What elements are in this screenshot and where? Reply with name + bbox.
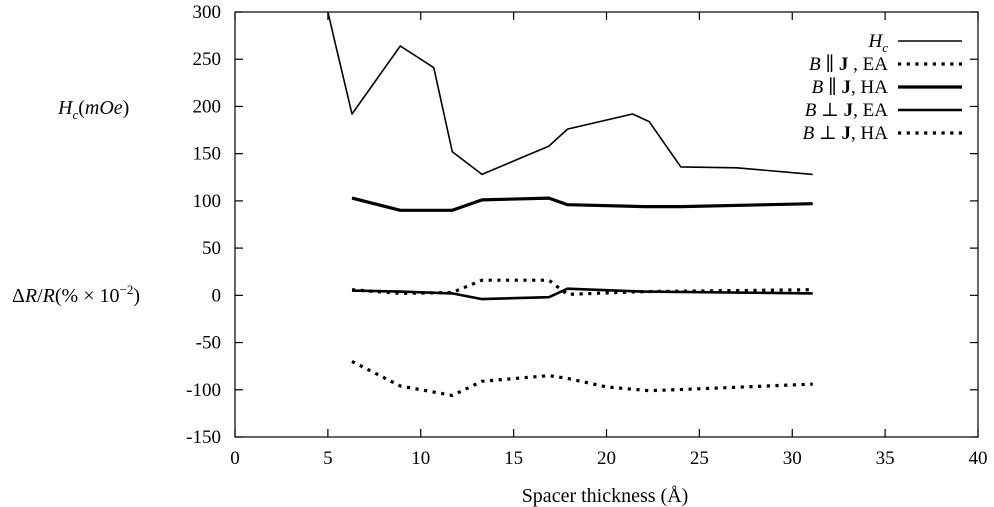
series-line-1: [327, 12, 813, 176]
legend-label: B ∥ J , EA: [809, 54, 888, 75]
x-axis-label: Spacer thickness (Å): [522, 485, 689, 507]
series-line-4: [351, 287, 813, 301]
y-tick-label: 0: [212, 285, 222, 306]
y-tick-label: -100: [186, 380, 221, 401]
series-line-5: [351, 359, 813, 397]
x-tick-label: 40: [969, 448, 988, 469]
legend-label: B ⊥ J, EA: [805, 100, 889, 121]
axis-ticks: 0 5 10 15 20 25 30 35 40 -150 -100 -50 0 50 100 150 200 2…: [186, 2, 987, 469]
x-tick-label: 5: [323, 448, 333, 469]
x-tick-label: 10: [411, 448, 430, 469]
x-tick-label: 30: [783, 448, 802, 469]
x-tick-label: 0: [230, 448, 240, 469]
series-line-3: [351, 196, 813, 212]
y-tick-label: 150: [193, 144, 222, 165]
legend: HcB ∥ J , EAB ∥ J, HAB ⊥ J, EAB ⊥ J, HA: [803, 31, 962, 144]
y-tick-label: 100: [193, 191, 222, 212]
y-tick-label: 200: [193, 96, 222, 117]
y-tick-label: 50: [202, 238, 221, 259]
y-tick-label: -50: [196, 333, 221, 354]
y-axis-label-top: Hc(mOe): [57, 97, 129, 122]
series-lines: [327, 12, 813, 397]
x-tick-label: 35: [876, 448, 895, 469]
series-line-2: [351, 278, 813, 296]
legend-label: Hc: [867, 31, 888, 55]
legend-label: B ∥ J, HA: [812, 77, 889, 98]
plot-frame: [234, 11, 979, 438]
plot-area: [234, 11, 979, 438]
x-tick-label: 20: [597, 448, 616, 469]
x-tick-label: 25: [690, 448, 709, 469]
y-tick-label: 300: [193, 2, 222, 23]
y-axis-label-bottom: ΔR/R(% × 10−2): [12, 282, 140, 307]
x-tick-label: 15: [504, 448, 523, 469]
y-tick-label: 250: [193, 49, 222, 70]
y-tick-label: -150: [186, 427, 221, 448]
legend-label: B ⊥ J, HA: [803, 123, 889, 144]
